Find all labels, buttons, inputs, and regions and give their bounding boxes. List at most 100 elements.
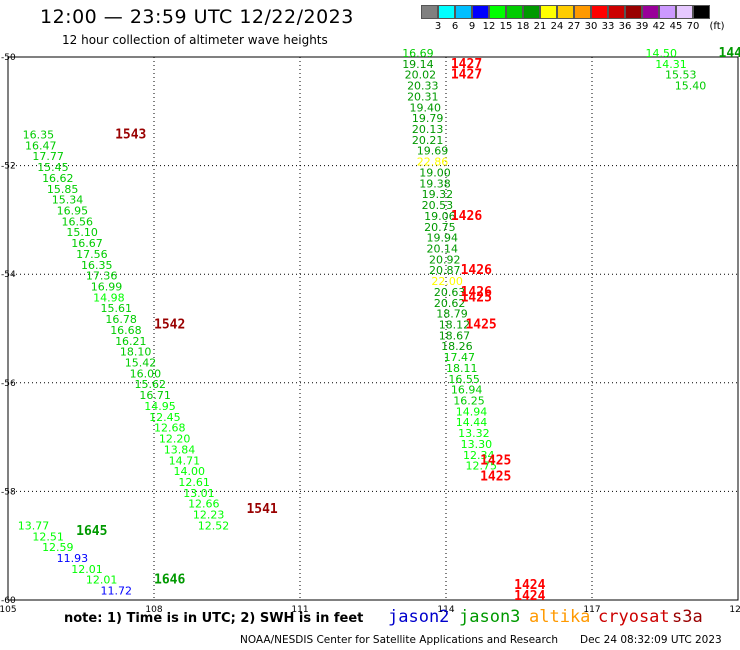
wave-height-label: 20.33	[407, 80, 439, 93]
legend-label: 15	[499, 21, 513, 32]
legend-swatch	[574, 5, 591, 19]
pass-number-label: 1424	[514, 589, 545, 604]
wave-height-label: 15.45	[37, 161, 68, 174]
wave-height-label: 12.01	[86, 574, 118, 587]
wave-height-label: 14.71	[169, 454, 201, 467]
wave-height-label: 11.72	[100, 585, 132, 598]
wave-height-label: 20.14	[427, 242, 459, 255]
wave-height-label: 17.77	[32, 150, 64, 163]
wave-height-label: 19.94	[427, 232, 459, 245]
legend-label: 3	[434, 21, 442, 32]
mission-jason3: jason3	[459, 607, 521, 627]
wave-height-label: 15.85	[47, 183, 79, 196]
wave-height-label: 15.61	[100, 302, 132, 315]
wave-height-label: 16.00	[130, 367, 162, 380]
pass-number-label: 1426	[461, 263, 492, 278]
footer-note: note: 1) Time is in UTC; 2) SWH is in fe…	[64, 611, 364, 626]
wave-height-label: 17.36	[86, 270, 118, 283]
wave-height-label: 15.10	[66, 226, 98, 239]
wave-height-label: 16.35	[81, 259, 113, 272]
wave-height-label: 20.21	[412, 134, 444, 147]
wave-height-label: 14.50	[646, 47, 678, 60]
legend-label: 27	[567, 21, 581, 32]
wave-height-label: 16.21	[115, 335, 147, 348]
wave-height-label: 16.67	[71, 237, 103, 250]
wave-height-label: 20.87	[429, 264, 461, 277]
legend-swatch	[557, 5, 574, 19]
legend-label: 30	[584, 21, 598, 32]
wave-height-label: 20.53	[422, 199, 454, 212]
pass-number-label: 1425	[465, 318, 496, 333]
wave-height-label: 20.31	[407, 90, 439, 103]
legend-swatch	[455, 5, 472, 19]
wave-height-label: 16.25	[453, 395, 485, 408]
wave-height-label: 20.62	[434, 297, 466, 310]
wave-height-label: 13.01	[183, 487, 215, 500]
legend-swatch	[506, 5, 523, 19]
pass-number-label: 1646	[154, 573, 185, 588]
legend-swatch	[472, 5, 489, 19]
wave-height-label: 12.51	[32, 530, 64, 543]
legend-swatch	[523, 5, 540, 19]
plot-frame	[7, 56, 739, 601]
wave-height-label: 19.40	[410, 101, 442, 114]
wave-height-label: 12.59	[42, 541, 74, 554]
wave-height-label: 16.95	[57, 204, 89, 217]
x-tick-label: 117	[583, 605, 600, 615]
credit-line: NOAA/NESDIS Center for Satellite Applica…	[240, 634, 558, 646]
x-tick-label: 111	[291, 605, 308, 615]
wave-height-label: 20.63	[434, 286, 466, 299]
mission-jason2: jason2	[388, 607, 450, 627]
wave-height-label: 15.40	[675, 80, 707, 93]
wave-height-label: 20.92	[429, 253, 461, 266]
wave-height-label: 12.01	[71, 563, 103, 576]
legend-label: 36	[618, 21, 632, 32]
legend-label: 39	[635, 21, 649, 32]
wave-height-label: 14.95	[144, 400, 176, 413]
wave-height-label: 18.12	[439, 319, 471, 332]
wave-height-label: 13.77	[18, 519, 50, 532]
wave-height-label: 12.66	[188, 498, 220, 511]
wave-height-label: 16.94	[451, 384, 483, 397]
legend-label: 18	[516, 21, 530, 32]
x-tick-label: 108	[145, 605, 162, 615]
wave-height-label: 19.14	[402, 58, 434, 71]
wave-height-label: 14.94	[456, 405, 488, 418]
wave-height-label: 14.44	[456, 416, 488, 429]
y-tick-label: -54	[1, 270, 16, 280]
x-tick-label: 120	[729, 605, 740, 615]
mission-s3a: s3a	[672, 607, 703, 627]
wave-height-label: 16.56	[62, 215, 94, 228]
wave-height-label: 16.55	[448, 373, 480, 386]
wave-height-label: 12.75	[465, 460, 497, 473]
legend-label: 12	[482, 21, 496, 32]
chart-subtitle: 12 hour collection of altimeter wave hei…	[62, 33, 328, 47]
wave-height-label: 13.84	[164, 443, 196, 456]
pass-number-label: 1425	[480, 453, 511, 468]
wave-height-label: 20.75	[424, 221, 456, 234]
pass-number-label: 1427	[451, 68, 482, 83]
wave-height-label: 22.00	[431, 275, 463, 288]
wave-height-label: 15.34	[52, 194, 84, 207]
wave-height-label: 16.71	[139, 389, 171, 402]
wave-height-label: 19.38	[419, 177, 451, 190]
y-tick-label: -60	[1, 596, 16, 606]
legend-label: 9	[468, 21, 476, 32]
wave-height-label: 13.30	[461, 438, 493, 451]
legend-swatch	[676, 5, 693, 19]
legend-label: 42	[652, 21, 666, 32]
y-tick-label: -50	[1, 53, 16, 63]
legend-label: 21	[533, 21, 547, 32]
legend-label: 33	[601, 21, 615, 32]
wave-height-label: 15.42	[125, 357, 157, 370]
y-tick-label: -52	[1, 162, 16, 172]
wave-height-label: 18.26	[441, 340, 473, 353]
y-tick-label: -58	[1, 487, 16, 497]
legend-swatch	[438, 5, 455, 19]
legend-label: 45	[669, 21, 683, 32]
legend-swatch	[625, 5, 642, 19]
wave-height-label: 18.67	[439, 329, 471, 342]
legend-swatch	[540, 5, 557, 19]
wave-height-label: 20.13	[412, 123, 444, 136]
